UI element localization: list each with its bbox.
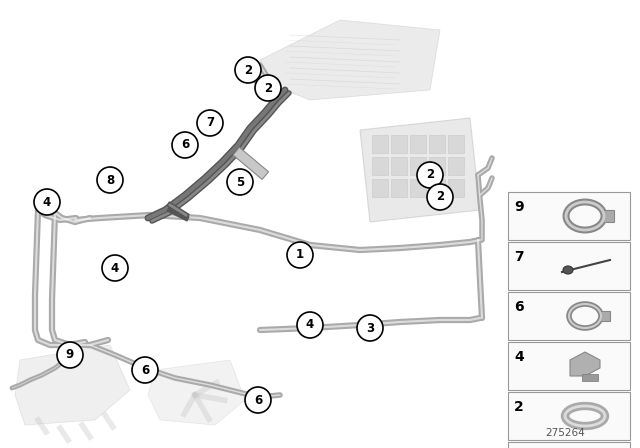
Text: 2: 2	[264, 82, 272, 95]
Circle shape	[427, 184, 453, 210]
Bar	[391, 179, 407, 197]
Bar	[372, 135, 388, 153]
Text: 2: 2	[514, 400, 524, 414]
Text: 7: 7	[514, 250, 524, 264]
Bar	[410, 179, 426, 197]
Bar	[602, 210, 614, 222]
Text: 4: 4	[43, 195, 51, 208]
Bar	[372, 157, 388, 175]
Bar	[429, 179, 445, 197]
Circle shape	[102, 255, 128, 281]
Circle shape	[227, 169, 253, 195]
Text: 7: 7	[206, 116, 214, 129]
Circle shape	[235, 57, 261, 83]
Text: 9: 9	[66, 349, 74, 362]
Circle shape	[132, 357, 158, 383]
Polygon shape	[360, 118, 480, 222]
Text: 5: 5	[236, 176, 244, 189]
Bar	[508, 392, 630, 440]
Circle shape	[34, 189, 60, 215]
Text: 6: 6	[254, 393, 262, 406]
Polygon shape	[570, 352, 600, 376]
Bar	[600, 311, 610, 321]
Text: 2: 2	[436, 190, 444, 203]
Text: 6: 6	[141, 363, 149, 376]
Text: 4: 4	[111, 262, 119, 275]
Text: 4: 4	[306, 319, 314, 332]
Text: 6: 6	[514, 300, 524, 314]
Text: 9: 9	[514, 200, 524, 214]
Circle shape	[287, 242, 313, 268]
Bar	[448, 135, 464, 153]
Bar	[508, 442, 630, 448]
Text: 4: 4	[514, 350, 524, 364]
Bar	[508, 192, 630, 240]
Bar	[508, 342, 630, 390]
Ellipse shape	[563, 266, 573, 274]
Bar	[582, 374, 598, 381]
Polygon shape	[15, 345, 130, 425]
Bar	[372, 179, 388, 197]
Text: 6: 6	[181, 138, 189, 151]
Circle shape	[97, 167, 123, 193]
Bar	[391, 157, 407, 175]
Bar	[508, 292, 630, 340]
Bar	[429, 157, 445, 175]
Circle shape	[357, 315, 383, 341]
Circle shape	[245, 387, 271, 413]
Polygon shape	[148, 360, 245, 425]
Circle shape	[297, 312, 323, 338]
Circle shape	[172, 132, 198, 158]
Text: 8: 8	[106, 173, 114, 186]
Circle shape	[57, 342, 83, 368]
Circle shape	[417, 162, 443, 188]
Bar	[448, 157, 464, 175]
Bar	[410, 135, 426, 153]
Bar	[410, 157, 426, 175]
Circle shape	[197, 110, 223, 136]
Text: 1: 1	[296, 249, 304, 262]
Text: 3: 3	[366, 322, 374, 335]
Bar	[448, 179, 464, 197]
Text: 2: 2	[244, 64, 252, 77]
Bar	[391, 135, 407, 153]
Polygon shape	[260, 20, 440, 100]
Text: 275264: 275264	[545, 428, 585, 438]
Bar	[508, 242, 630, 290]
Bar	[233, 147, 269, 180]
Circle shape	[255, 75, 281, 101]
Text: 2: 2	[426, 168, 434, 181]
Bar	[429, 135, 445, 153]
